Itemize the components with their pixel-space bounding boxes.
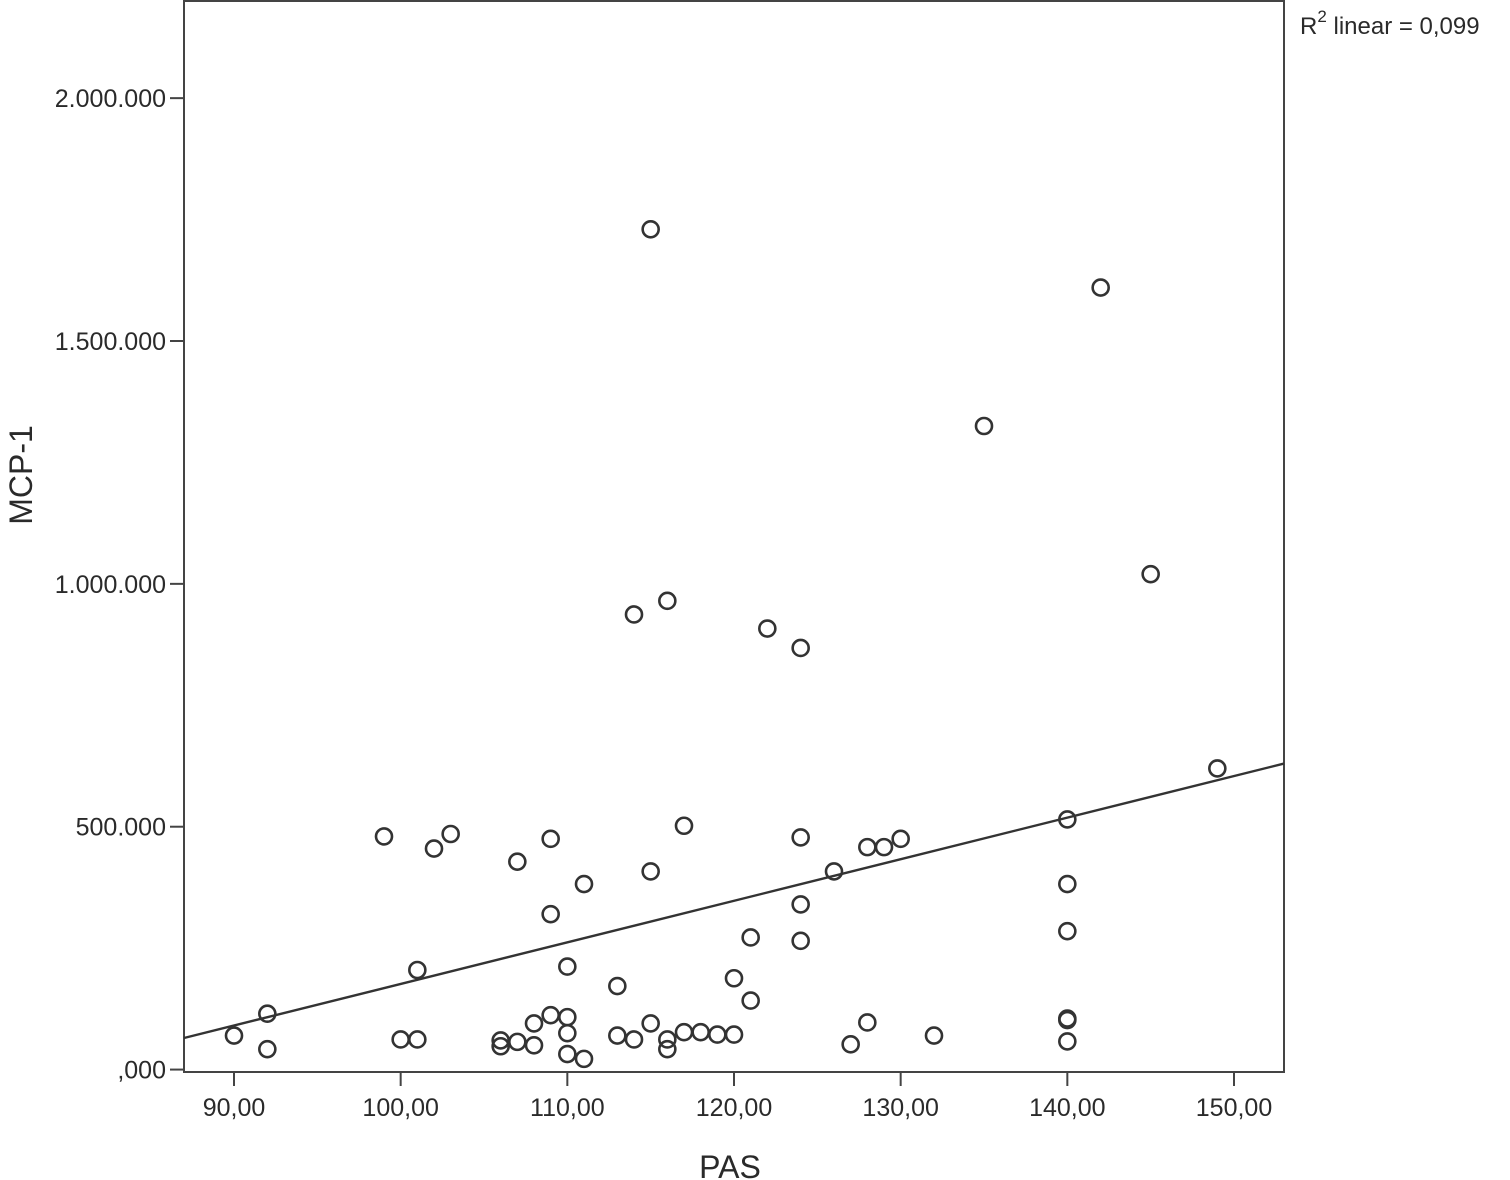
data-point bbox=[624, 1030, 644, 1049]
x-tick-label: 110,00 bbox=[530, 1094, 605, 1122]
data-point bbox=[724, 1025, 744, 1044]
data-point bbox=[558, 1007, 577, 1027]
data-point bbox=[824, 862, 844, 881]
data-point bbox=[658, 1030, 677, 1049]
data-point bbox=[574, 1049, 594, 1069]
data-point bbox=[791, 638, 810, 658]
y-tick-label: 500.000 bbox=[76, 814, 166, 842]
data-point bbox=[258, 1039, 277, 1059]
data-point bbox=[441, 824, 460, 844]
data-point bbox=[674, 1022, 694, 1042]
x-axis: 90,00 100,00 110,00 120,00 130,00 140,00 150,0… bbox=[203, 1072, 1272, 1122]
data-point bbox=[841, 1035, 860, 1054]
x-axis-title: PAS bbox=[699, 1149, 761, 1180]
x-tick-label: 90,00 bbox=[203, 1094, 266, 1122]
data-point bbox=[658, 591, 677, 611]
data-point bbox=[608, 1026, 627, 1045]
x-tick-label: 140,00 bbox=[1029, 1094, 1105, 1122]
data-point bbox=[224, 1026, 244, 1045]
x-tick-label: 120,00 bbox=[696, 1094, 772, 1122]
data-point bbox=[558, 957, 577, 976]
plot-frame bbox=[183, 0, 1285, 1073]
data-point bbox=[391, 1030, 410, 1049]
data-point bbox=[541, 1005, 560, 1025]
data-point bbox=[924, 1026, 944, 1045]
data-point bbox=[524, 1014, 544, 1033]
data-point bbox=[1141, 564, 1160, 584]
data-point bbox=[891, 829, 910, 849]
data-point bbox=[574, 874, 594, 894]
data-point bbox=[724, 968, 744, 988]
x-tick-label: 150,00 bbox=[1196, 1094, 1272, 1122]
y-axis-title: MCP-1 bbox=[3, 425, 39, 525]
data-point bbox=[691, 1022, 710, 1042]
data-point bbox=[641, 219, 660, 239]
r2-suffix: linear = 0,099 bbox=[1327, 13, 1480, 40]
data-point bbox=[974, 416, 994, 436]
y-tick-label: 1.500.000 bbox=[55, 328, 166, 356]
data-point bbox=[674, 816, 694, 836]
data-point bbox=[758, 619, 777, 638]
data-point bbox=[374, 827, 394, 846]
data-point bbox=[258, 1004, 277, 1024]
data-point bbox=[858, 1013, 877, 1032]
r2-superscript: 2 bbox=[1317, 7, 1326, 26]
data-point bbox=[424, 839, 444, 858]
data-point bbox=[858, 837, 877, 857]
data-point bbox=[1058, 1010, 1077, 1030]
data-point bbox=[491, 1036, 510, 1056]
data-points bbox=[224, 219, 1227, 1069]
data-point bbox=[658, 1039, 677, 1059]
y-tick-label: ,000 bbox=[117, 1057, 166, 1085]
data-point bbox=[641, 1014, 660, 1033]
data-point bbox=[791, 828, 810, 847]
data-point bbox=[1058, 921, 1077, 941]
r2-label: R2 linear = 0,099 bbox=[1300, 7, 1480, 40]
data-point bbox=[874, 837, 894, 857]
data-point bbox=[791, 931, 810, 951]
data-point bbox=[1208, 759, 1227, 778]
data-point bbox=[408, 960, 427, 980]
data-point bbox=[508, 1032, 527, 1052]
data-point bbox=[641, 862, 660, 881]
data-point bbox=[541, 829, 560, 849]
data-point bbox=[1058, 810, 1077, 829]
x-tick-label: 100,00 bbox=[362, 1094, 438, 1122]
data-point bbox=[608, 976, 627, 996]
data-point bbox=[624, 605, 644, 624]
data-point bbox=[1058, 1032, 1077, 1051]
data-point bbox=[708, 1025, 727, 1044]
y-tick-label: 2.000.000 bbox=[55, 85, 166, 113]
x-tick-label: 130,00 bbox=[862, 1094, 938, 1122]
data-point bbox=[741, 928, 760, 947]
y-tick-label: 1.000.000 bbox=[55, 571, 166, 599]
data-point bbox=[1091, 278, 1110, 297]
data-point bbox=[524, 1035, 544, 1055]
y-axis: ,000 500.000 1.000.000 1.500.000 2.000.000 bbox=[55, 85, 184, 1085]
data-point bbox=[791, 895, 810, 914]
data-point bbox=[1058, 874, 1077, 894]
data-point bbox=[558, 1044, 577, 1064]
data-point bbox=[558, 1023, 577, 1043]
data-point bbox=[508, 852, 527, 871]
r2-prefix: R bbox=[1300, 13, 1317, 40]
data-point bbox=[741, 991, 760, 1010]
data-point bbox=[541, 904, 560, 924]
data-point bbox=[408, 1030, 427, 1049]
linear-fit-line bbox=[183, 762, 1285, 1040]
